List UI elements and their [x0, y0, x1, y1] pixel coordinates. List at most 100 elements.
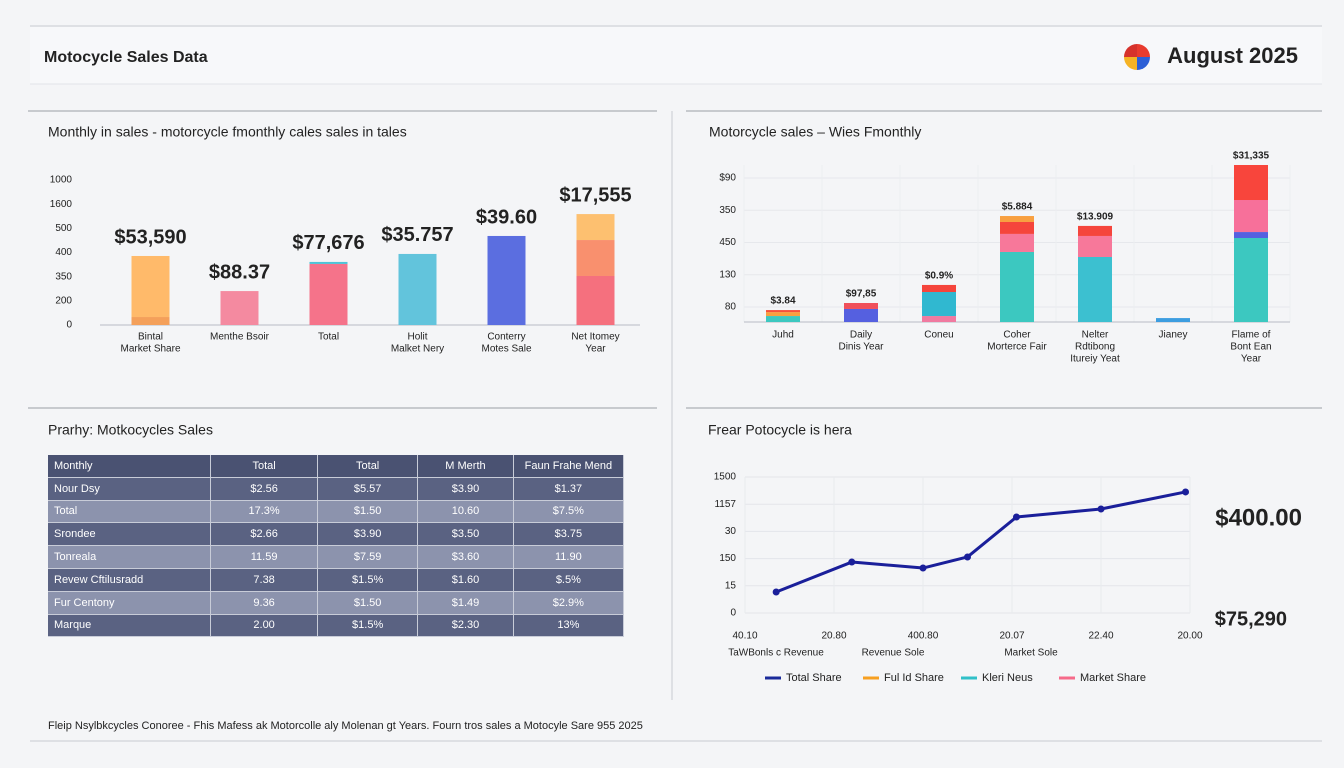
table-row: Fur Centony 9.36 $1.50 $1.49 $2.9% — [48, 591, 625, 615]
table-cell: $2.56 — [210, 477, 319, 501]
bar-annotation: $17,555 — [559, 184, 631, 206]
bar-segment — [766, 312, 800, 317]
y-tick-label: 1000 — [50, 175, 73, 186]
logo — [1124, 44, 1150, 70]
table-cell: 17.3% — [210, 500, 319, 524]
table-cell: $2.9% — [513, 591, 625, 615]
x-tick-label: Bont Ean — [1230, 342, 1271, 353]
x-tick-label: Year — [1241, 354, 1262, 365]
column-header: M Merth — [417, 455, 514, 478]
table-cell: 11.59 — [210, 545, 319, 569]
y-tick-label: 1500 — [714, 472, 737, 483]
point — [848, 558, 856, 566]
chart-title: Frear Potocycle is hera — [708, 422, 852, 438]
bar-segment — [1078, 235, 1112, 258]
bar-annotation: $88.37 — [209, 261, 270, 283]
table-cell: $2.66 — [210, 522, 319, 547]
x-tick-label: Flame of — [1232, 330, 1271, 341]
x-tick-label: Coneu — [924, 330, 953, 341]
table-cell: Nour Dsy — [48, 477, 212, 501]
table-cell: $7.59 — [317, 545, 419, 569]
bar-segment — [220, 291, 259, 325]
table-cell: $5.57 — [317, 477, 419, 501]
table-cell: Marque — [48, 614, 212, 638]
y-tick-label: 200 — [55, 295, 72, 306]
bar-segment — [922, 292, 956, 317]
table-cell: $1.5% — [317, 568, 419, 592]
bar-segment — [1000, 216, 1034, 222]
legend-label: Total Share — [786, 672, 842, 684]
x-tick-label: 400.80 — [908, 631, 939, 642]
x-tick-label: Morterce Fair — [987, 342, 1047, 353]
y-tick-label: 0 — [730, 608, 736, 619]
y-tick-label: 1157 — [714, 499, 736, 510]
table-row: Tonreala 11.59 $7.59 $3.60 11.90 — [48, 545, 625, 569]
y-tick-label: 0 — [66, 320, 72, 331]
table-row: Revew Cftilusradd 7.38 $1.5% $1.60 $.5% — [48, 568, 625, 592]
column-header: Faun Frahe Mend — [513, 455, 625, 478]
table-title: Prarhy: Motkocycles Sales — [48, 422, 213, 438]
bar-segment — [576, 240, 615, 276]
bar-annotation: $53,590 — [114, 226, 186, 248]
y-tick-label: 400 — [55, 247, 72, 258]
bar-segment — [922, 284, 956, 293]
table-cell: $1.50 — [317, 591, 419, 615]
x-tick-label: Bintal — [138, 332, 163, 343]
table-cell: Total — [48, 500, 212, 524]
bar-segment — [766, 316, 800, 322]
table-cell: $1.60 — [417, 568, 514, 592]
bar-segment — [131, 317, 170, 325]
table-cell: $3.90 — [317, 522, 419, 547]
y-tick-label: 1600 — [50, 199, 73, 210]
table-cell: 10.60 — [417, 500, 514, 524]
y-tick-label: 130 — [719, 269, 736, 280]
column-header: Total — [317, 455, 419, 478]
x-tick-label: Menthe Bsoir — [210, 332, 270, 343]
table-cell: $2.30 — [417, 614, 514, 638]
x-axis-label: TaWBonls c Revenue — [728, 648, 824, 659]
table-cell: $7.5% — [513, 500, 625, 524]
bar-segment — [1078, 257, 1112, 322]
bar-annotation: $77,676 — [292, 232, 364, 254]
table-body: Nour Dsy $2.56 $5.57 $3.90 $1.37 Total 17.3% $1… — [48, 477, 625, 638]
bar-annotation: $13.909 — [1077, 212, 1114, 223]
table-cell: $3.90 — [417, 477, 514, 501]
x-tick-label: Nelter — [1082, 330, 1109, 341]
table-row: Nour Dsy $2.56 $5.57 $3.90 $1.37 — [48, 477, 625, 501]
x-tick-label: Coher — [1003, 330, 1031, 341]
bar-segment — [1000, 251, 1034, 322]
annotation: $75,290 — [1215, 608, 1287, 630]
bar-annotation: $0.9% — [925, 271, 953, 282]
bar-segment — [1234, 238, 1268, 322]
table-cell: 2.00 — [210, 614, 319, 638]
point — [964, 553, 971, 561]
bar-segment — [1078, 225, 1112, 236]
x-tick-label: Itureiy Yeat — [1070, 354, 1120, 365]
bar-segment — [1234, 165, 1268, 201]
x-tick-label: 20.80 — [821, 631, 846, 642]
table-cell: $1.49 — [417, 591, 514, 615]
x-tick-label: 40.10 — [732, 631, 757, 642]
chart-title: Motorcycle sales – Wies Fmonthly — [709, 124, 921, 140]
bar-segment — [487, 235, 526, 325]
legend-label: Kleri Neus — [982, 672, 1033, 684]
y-tick-label: 150 — [719, 553, 736, 564]
y-tick-label: 350 — [55, 271, 72, 282]
x-tick-label: 20.07 — [999, 631, 1024, 642]
point — [1097, 505, 1105, 513]
legend-label: Ful Id Share — [884, 672, 944, 684]
x-tick-label: Conterry — [487, 332, 525, 343]
header-date: August 2025 — [1167, 43, 1298, 68]
table-cell: $3.60 — [417, 545, 514, 569]
point — [1182, 488, 1190, 496]
x-tick-label: Holit — [407, 332, 427, 343]
bar-segment — [1000, 233, 1034, 252]
y-tick-label: 350 — [719, 205, 736, 216]
annotation: $400.00 — [1215, 504, 1302, 531]
header-title: Motocycle Sales Data — [44, 49, 208, 66]
x-tick-label: Total — [318, 332, 339, 343]
data-table: Monthly Total Total M Merth Faun Frahe Mend N… — [48, 455, 625, 638]
bar-segment — [766, 310, 800, 313]
chart-title: Monthly in sales - motorcycle fmonthly c… — [48, 124, 407, 140]
